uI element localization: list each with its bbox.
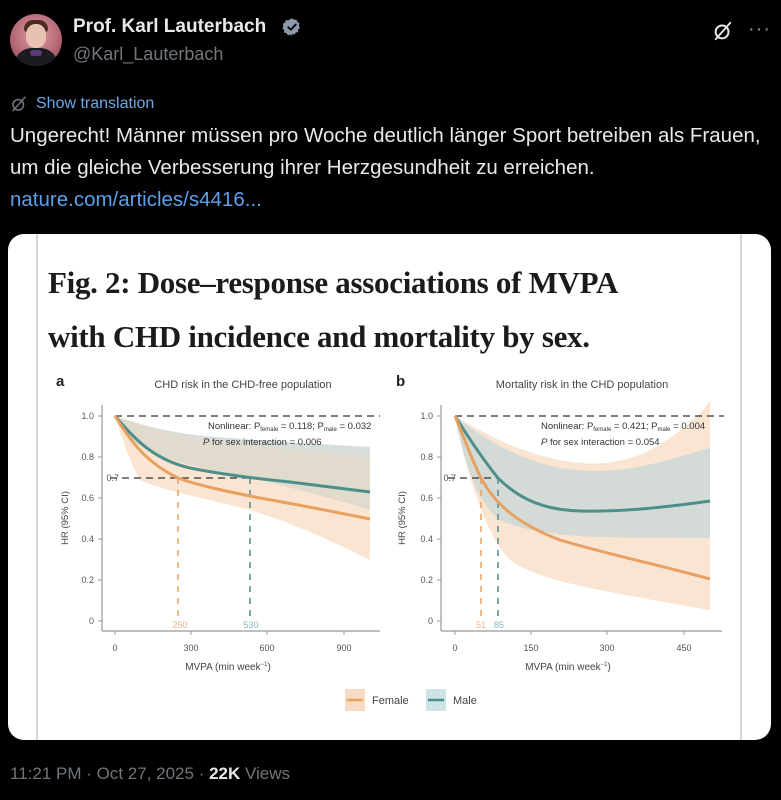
avatar-face [26,24,46,48]
tweet-time[interactable]: 11:21 PM [10,764,82,783]
show-translation-label: Show translation [36,95,155,112]
separator: · [193,764,210,783]
views-count: 22K [209,764,241,783]
grok-icon[interactable] [712,20,734,42]
tweet-text: Ungerecht! Männer müssen pro Woche deutl… [10,120,770,216]
avatar-bowtie [30,50,42,56]
more-options-button[interactable]: ··· [748,18,771,40]
separator: · [81,764,97,783]
image-border-right [740,234,742,740]
figure-title-line2: with CHD incidence and mortality by sex. [48,319,590,354]
views-label: Views [240,764,291,783]
tweet-meta: 11:21 PM · Oct 27, 2025 · 22K Views [10,764,290,784]
avatar-suit [14,48,58,66]
figure-title-line1: Fig. 2: Dose–response associations of MV… [48,265,619,300]
tweet-body: Ungerecht! Männer müssen pro Woche deutl… [10,124,761,179]
article-link[interactable]: nature.com/articles/s4416... [10,188,262,211]
image-border-left [36,234,38,740]
user-handle[interactable]: @Karl_Lauterbach [73,44,224,64]
display-name[interactable]: Prof. Karl Lauterbach [73,16,267,37]
verified-badge-icon[interactable] [282,17,302,37]
figure-title: Fig. 2: Dose–response associations of MV… [48,256,748,364]
tweet-date[interactable]: Oct 27, 2025 [96,764,194,783]
avatar[interactable] [10,14,62,66]
translate-icon [12,96,26,112]
show-translation-button[interactable]: Show translation [10,94,154,114]
